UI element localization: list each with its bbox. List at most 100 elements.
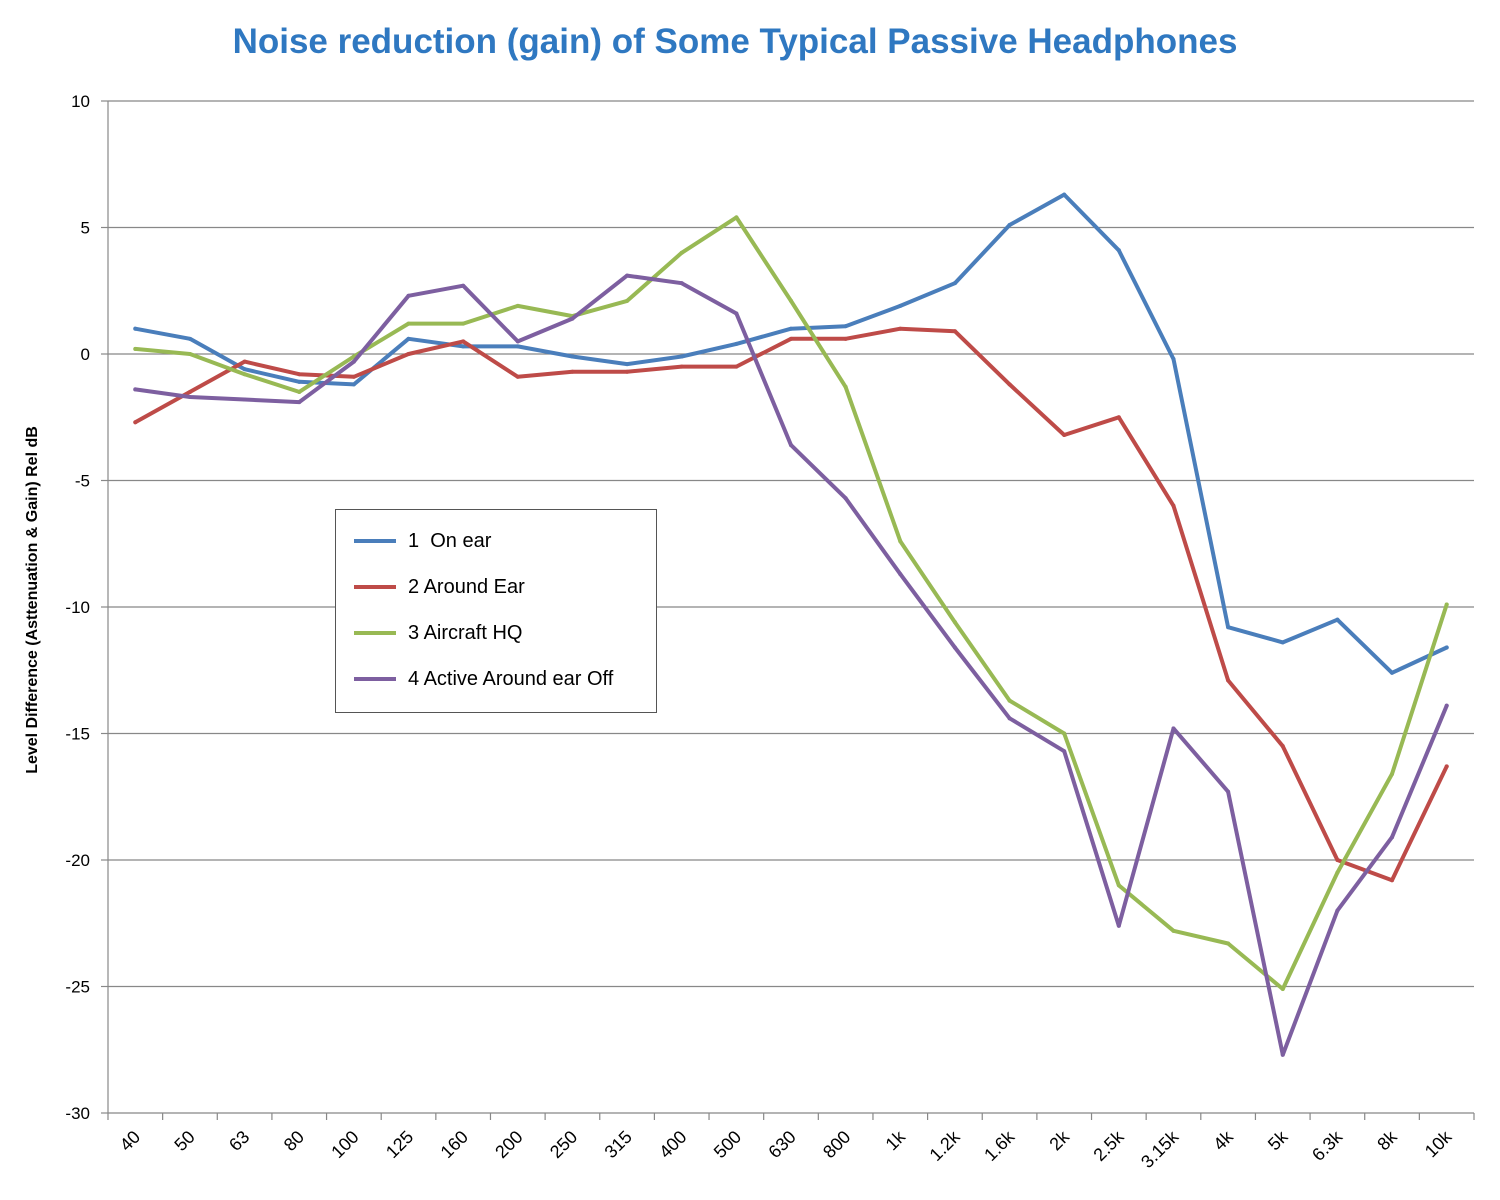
series-4-point: [187, 395, 192, 400]
x-tick-label: 400: [655, 1127, 690, 1162]
series-4-point: [952, 645, 957, 650]
y-tick-label: -20: [65, 851, 90, 870]
series-4-point: [1280, 1052, 1285, 1057]
series-1-point: [1062, 192, 1067, 197]
series-2-point: [1444, 764, 1449, 769]
series-1-point: [898, 303, 903, 308]
series-4-point: [1007, 716, 1012, 721]
x-tick-label: 200: [491, 1127, 526, 1162]
series-2-point: [1335, 858, 1340, 862]
series-2-point: [1226, 678, 1231, 683]
legend-label-series-3: 3 Aircraft HQ: [408, 621, 523, 644]
series-1-point: [570, 354, 575, 359]
series-1-point: [351, 382, 356, 387]
legend-item-series-3: 3 Aircraft HQ: [336, 610, 656, 656]
series-3-point: [1390, 771, 1395, 776]
x-tick-label: 40: [116, 1127, 144, 1155]
series-4-point: [734, 311, 739, 316]
series-line-3: [133, 215, 1449, 991]
y-tick-label: -5: [75, 472, 90, 491]
series-2-point: [461, 339, 466, 344]
series-4-point: [351, 359, 356, 364]
series-1-point: [625, 362, 630, 367]
series-1-point: [1390, 670, 1395, 675]
series-4-point: [625, 273, 630, 278]
series-4-point: [843, 496, 848, 501]
series-3-point: [515, 303, 520, 308]
y-tick-label: -25: [65, 978, 90, 997]
series-2-point: [297, 372, 302, 377]
legend-item-series-2: 2 Around Ear: [336, 564, 656, 610]
series-2-point: [515, 374, 520, 379]
x-tick-label: 125: [382, 1127, 417, 1162]
x-tick-label: 160: [437, 1127, 472, 1162]
series-2-point: [898, 326, 903, 331]
series-1-point: [952, 281, 957, 286]
series-1-point: [461, 344, 466, 349]
series-3-point: [625, 298, 630, 303]
series-3-point: [1007, 698, 1012, 703]
y-tick-label: -30: [65, 1104, 90, 1123]
series-2-point: [843, 336, 848, 341]
series-3-point: [679, 250, 684, 255]
legend-label-series-4: 4 Active Around ear Off: [408, 667, 614, 690]
series-4-point: [242, 397, 247, 402]
x-tick-label: 63: [225, 1127, 253, 1155]
series-2-point: [406, 352, 411, 356]
x-tick-label: 2k: [1045, 1126, 1073, 1154]
series-3-point: [843, 384, 848, 389]
x-tick-label: 10k: [1421, 1126, 1456, 1161]
x-tick-label: 4k: [1209, 1126, 1237, 1154]
series-4-point: [297, 400, 302, 405]
series-1-point: [843, 324, 848, 329]
series-2-point: [187, 389, 192, 394]
x-tick-label: 2.5k: [1089, 1126, 1128, 1165]
series-2-point: [789, 336, 793, 341]
x-tick-label: 315: [601, 1127, 636, 1162]
series-4-point: [1116, 923, 1121, 928]
series-3-point: [898, 539, 903, 544]
series-2-point: [133, 420, 138, 425]
y-tick-label: -15: [65, 725, 90, 744]
series-4-point: [1171, 726, 1176, 731]
series-2-point: [625, 369, 630, 374]
legend-label-series-2: 2 Around Ear: [408, 575, 525, 598]
series-1-point: [789, 326, 793, 331]
series-3-point: [1171, 928, 1176, 933]
series-2-point: [952, 329, 957, 334]
series-1-point: [187, 336, 192, 341]
chart-title: Noise reduction (gain) of Some Typical P…: [232, 22, 1238, 61]
series-1-point: [1116, 248, 1121, 253]
series-3-point: [406, 321, 411, 326]
series-3-point: [187, 352, 192, 356]
series-1-point: [734, 341, 739, 346]
series-2-point: [679, 364, 684, 369]
series-4-point: [1335, 908, 1340, 913]
x-tick-label: 1.2k: [926, 1126, 965, 1165]
series-3-point: [461, 321, 466, 326]
series-3-point: [1062, 731, 1067, 736]
x-tick-label: 100: [327, 1127, 362, 1162]
legend: 1 On ear 2 Around Ear 3 Aircraft HQ 4 Ac…: [335, 509, 657, 713]
legend-item-series-1: 1 On ear: [336, 518, 656, 564]
series-line-1: [133, 192, 1449, 675]
x-tick-label: 1k: [882, 1126, 910, 1154]
series-line-2: [133, 326, 1449, 883]
series-1-point: [133, 326, 138, 331]
series-4-point: [133, 387, 138, 392]
y-tick-label: 10: [71, 92, 90, 111]
legend-swatch-series-1: [354, 539, 396, 543]
legend-item-series-4: 4 Active Around ear Off: [336, 656, 656, 702]
series-3-point: [1335, 870, 1340, 875]
series-2-point: [1116, 415, 1121, 420]
series-line-4: [133, 273, 1449, 1057]
series-4-point: [461, 283, 466, 288]
series-3-point: [734, 215, 739, 220]
x-tick-label: 5k: [1264, 1126, 1292, 1154]
series-1-point: [1335, 617, 1340, 622]
series-3-point: [297, 389, 302, 394]
series-1-point: [1007, 222, 1012, 227]
series-2-point: [351, 374, 356, 379]
x-tick-label: 500: [710, 1127, 745, 1162]
series-2-point: [1280, 744, 1285, 749]
